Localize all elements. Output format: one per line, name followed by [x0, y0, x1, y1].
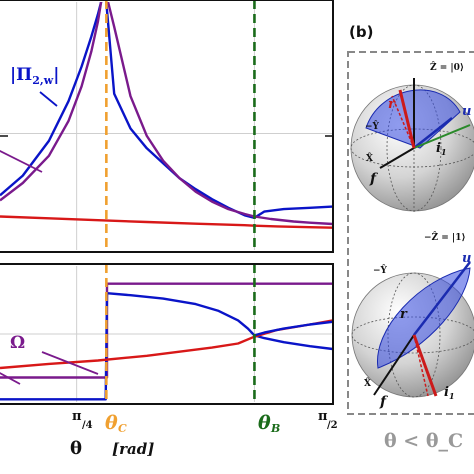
x-axis: π /4 θ C θ B π /2 θ [rad]	[70, 409, 338, 459]
top-markers	[105, 0, 256, 252]
sphere-bottom-f: f	[379, 394, 389, 410]
panel-b: (b) Ẑ = |0⟩ −Ẑ = |1⟩ −Ŷ X̂ f i1 r u	[347, 23, 474, 452]
bottom-series-line-1	[0, 292, 333, 401]
label-omega: Ω	[10, 333, 25, 353]
top-series-line-1	[0, 2, 333, 226]
bottom-left-pointer	[0, 372, 21, 385]
svg-text:/4: /4	[82, 420, 93, 431]
panel-b-frame	[347, 51, 474, 415]
top-series-line-2	[0, 215, 333, 229]
sphere-bottom-r: r	[400, 307, 408, 322]
tick-pi4: π /4	[72, 409, 93, 431]
bottom-series	[0, 282, 333, 401]
tick-theta-b: θ B	[258, 412, 280, 435]
sphere-top-r: r	[388, 97, 396, 112]
caption: θ < θ_C	[384, 430, 463, 452]
top-panel-frame	[0, 0, 334, 253]
svg-text:π: π	[318, 409, 328, 424]
bloch-sphere-top: Ẑ = |0⟩ −Ẑ = |1⟩ −Ŷ X̂ f i1 r u	[350, 61, 474, 243]
sphere-top-i: i1	[436, 141, 447, 157]
svg-text:θ: θ	[105, 412, 118, 434]
top-grid	[0, 2, 333, 250]
bottom-grid	[0, 266, 333, 402]
top-left-pointer	[0, 149, 43, 173]
svg-text:B: B	[270, 422, 280, 435]
sphere-top-y-minus: −Ŷ	[365, 120, 380, 132]
bottom-series-line-2	[0, 319, 333, 370]
sphere-top-z-minus: −Ẑ = |1⟩	[424, 231, 466, 243]
top-series	[0, 2, 333, 229]
bloch-sphere-bottom: −Ŷ X̂ f r i1 u	[351, 251, 474, 410]
bottom-panel-frame	[0, 263, 334, 405]
sphere-bottom-x-hat: X̂	[364, 377, 371, 389]
top-series-line-0	[0, 2, 333, 219]
sphere-top-x-hat: X̂	[366, 152, 373, 164]
x-axis-label: θ	[70, 438, 82, 459]
tick-pi2: π /2	[318, 409, 338, 431]
label-pi2w-pointer	[39, 91, 58, 107]
sphere-top-z-plus: Ẑ = |0⟩	[430, 61, 464, 73]
svg-text:π: π	[72, 409, 82, 424]
bottom-markers	[105, 264, 256, 404]
bottom-series-line-3	[254, 320, 333, 337]
sphere-bottom-y-minus: −Ŷ	[373, 264, 388, 276]
tick-theta-c: θ C	[105, 412, 127, 435]
sphere-top-f: f	[369, 171, 379, 187]
bottom-panel: Ω	[0, 263, 334, 405]
sphere-top-u: u	[462, 104, 471, 119]
sphere-bottom-u: u	[462, 251, 471, 266]
x-axis-unit: [rad]	[112, 440, 154, 458]
sphere-bottom-i: i1	[444, 385, 455, 401]
panel-b-label: (b)	[349, 23, 373, 41]
label-pi2w: |Π2,w|	[10, 65, 59, 87]
svg-text:/2: /2	[327, 420, 338, 431]
top-panel: |Π2,w|	[0, 0, 334, 253]
svg-text:C: C	[118, 422, 127, 435]
label-omega-pointer	[41, 351, 99, 375]
svg-text:θ: θ	[258, 412, 271, 434]
